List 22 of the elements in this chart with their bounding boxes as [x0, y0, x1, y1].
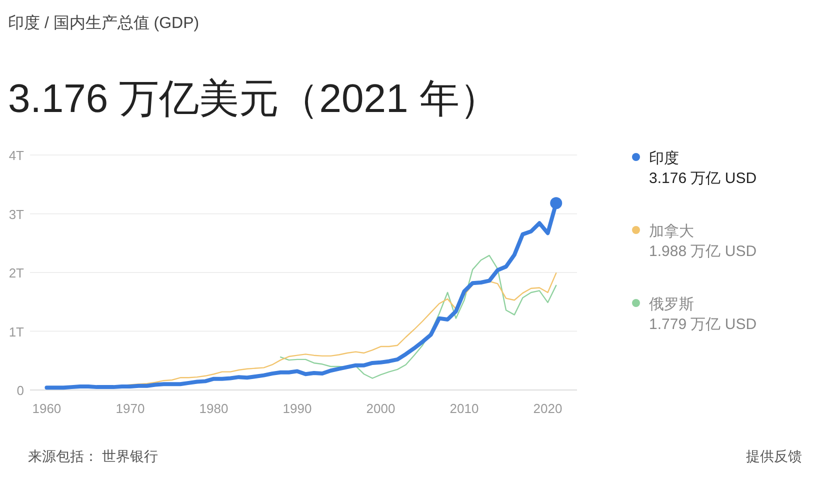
y-tick-label: 0	[16, 383, 24, 398]
legend-label: 印度	[649, 150, 679, 167]
legend-label: 加拿大	[649, 223, 694, 240]
x-tick-label: 2000	[366, 401, 396, 416]
text: 来源包括： 世界银行	[28, 448, 158, 464]
x-tick-label: 1990	[282, 401, 312, 416]
text: 1.779 万亿 USD	[649, 316, 757, 333]
y-tick-label: 2T	[8, 266, 24, 280]
x-tick-label: 1970	[116, 401, 145, 416]
x-tick-label: 1980	[199, 401, 228, 416]
x-tick-label: 2020	[533, 401, 562, 416]
y-tick-label: 4T	[8, 148, 24, 163]
x-tick-label: 2010	[450, 401, 479, 416]
legend-label: 俄罗斯	[649, 296, 694, 313]
y-tick-label: 1T	[8, 324, 24, 340]
text: 提供反馈	[746, 448, 802, 464]
x-tick-label: 1960	[32, 401, 62, 416]
text: 3.176 万亿 USD	[649, 170, 757, 187]
chart-subtitle: 印度 / 国内生产总值 (GDP)	[8, 14, 200, 32]
text: 1.988 万亿 USD	[649, 243, 757, 260]
y-tick-label: 3T	[8, 206, 24, 222]
chart-title: 3.176 万亿美元（2021 年）	[8, 77, 500, 121]
